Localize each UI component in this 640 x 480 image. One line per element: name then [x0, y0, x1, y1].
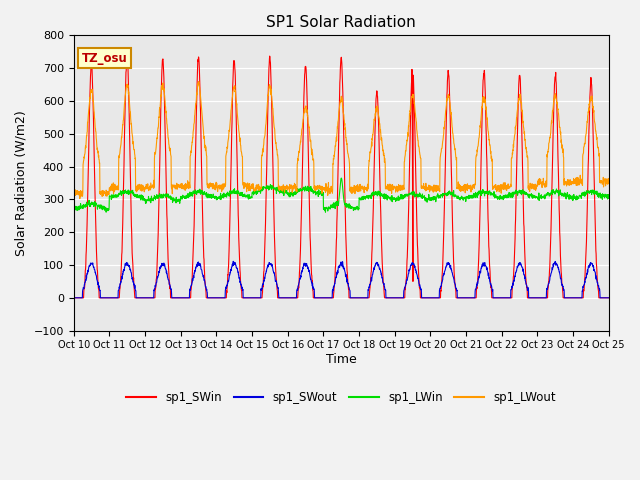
sp1_LWin — [497, 196, 505, 202]
sp1_LWin — [337, 175, 345, 181]
sp1_LWin — [322, 209, 330, 215]
sp1_SWout — [558, 280, 566, 286]
sp1_SWin — [70, 295, 77, 300]
Text: TZ_osu: TZ_osu — [82, 52, 127, 65]
sp1_LWout — [369, 132, 376, 138]
Legend: sp1_SWin, sp1_SWout, sp1_LWin, sp1_LWout: sp1_SWin, sp1_SWout, sp1_LWin, sp1_LWout — [122, 387, 561, 409]
sp1_LWin — [558, 193, 566, 199]
sp1_LWin — [219, 193, 227, 199]
sp1_SWin — [369, 239, 376, 245]
sp1_LWin — [357, 195, 365, 201]
sp1_LWin — [70, 208, 77, 214]
sp1_SWin — [220, 295, 227, 300]
sp1_LWout — [605, 179, 612, 184]
sp1_SWout — [369, 272, 376, 278]
sp1_SWout — [229, 258, 237, 264]
Line: sp1_LWin: sp1_LWin — [74, 178, 609, 212]
Line: sp1_SWin: sp1_SWin — [74, 56, 609, 298]
sp1_SWout — [219, 295, 227, 300]
sp1_LWout — [195, 79, 203, 84]
sp1_SWin — [124, 53, 131, 59]
X-axis label: Time: Time — [326, 353, 356, 366]
sp1_LWin — [573, 193, 580, 199]
sp1_SWin — [497, 295, 504, 300]
sp1_LWout — [76, 196, 84, 202]
sp1_SWin — [605, 295, 612, 300]
sp1_SWout — [70, 295, 77, 300]
sp1_SWout — [357, 295, 365, 300]
sp1_SWout — [605, 295, 612, 300]
Line: sp1_SWout: sp1_SWout — [74, 261, 609, 298]
sp1_LWin — [605, 195, 612, 201]
sp1_LWout — [573, 178, 580, 184]
sp1_SWin — [558, 276, 566, 282]
sp1_LWout — [70, 188, 77, 194]
sp1_LWout — [357, 185, 365, 191]
sp1_SWin — [357, 295, 365, 300]
Line: sp1_LWout: sp1_LWout — [74, 82, 609, 199]
sp1_LWout — [497, 185, 505, 191]
sp1_SWout — [497, 295, 504, 300]
sp1_LWin — [369, 190, 376, 195]
sp1_LWout — [220, 185, 227, 191]
sp1_SWout — [573, 295, 580, 300]
Y-axis label: Solar Radiation (W/m2): Solar Radiation (W/m2) — [15, 110, 28, 256]
Title: SP1 Solar Radiation: SP1 Solar Radiation — [266, 15, 416, 30]
sp1_LWout — [558, 142, 566, 147]
sp1_SWin — [573, 295, 580, 300]
